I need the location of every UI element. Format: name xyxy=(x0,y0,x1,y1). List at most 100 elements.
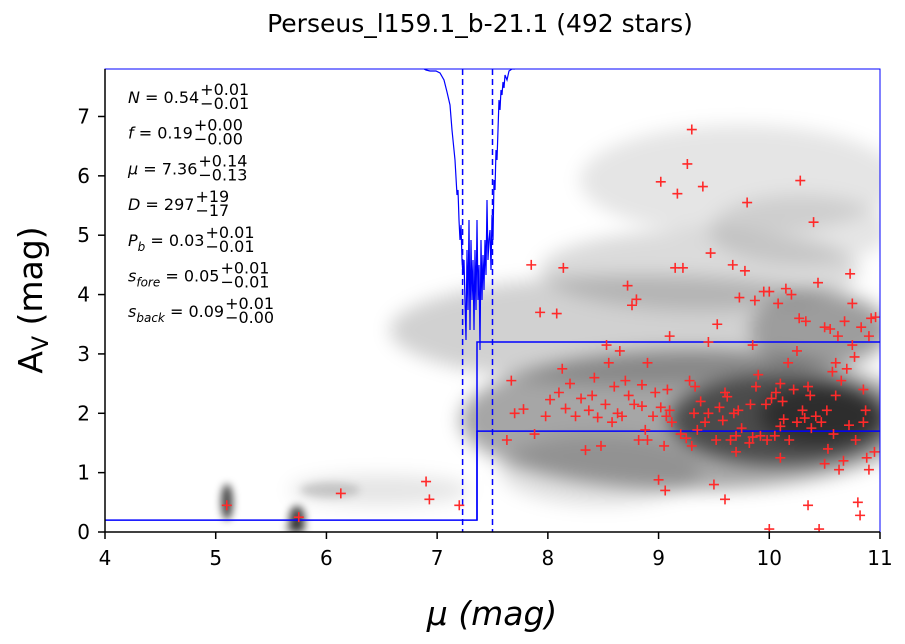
star-marker xyxy=(847,340,858,351)
star-marker xyxy=(755,430,766,441)
y-ticks: 0 1 2 3 4 5 6 7 xyxy=(77,104,105,544)
star-marker xyxy=(795,175,806,186)
star-marker xyxy=(828,429,839,440)
star-marker xyxy=(856,322,867,333)
y-tick-label: 0 xyxy=(77,520,90,544)
star-marker xyxy=(860,405,871,416)
star-marker xyxy=(714,402,725,413)
star-marker xyxy=(855,510,866,521)
star-marker xyxy=(852,497,863,508)
param-lower-err: −0.00 xyxy=(194,130,243,149)
param-upper-err: +0.01 xyxy=(200,80,249,99)
star-marker xyxy=(335,488,346,499)
star-marker xyxy=(866,313,877,324)
star-marker xyxy=(623,390,634,401)
star-marker xyxy=(565,378,575,389)
star-marker xyxy=(592,412,603,423)
star-marker xyxy=(695,396,706,407)
y-tick-label: 7 xyxy=(77,104,90,128)
star-marker xyxy=(664,331,675,342)
star-marker xyxy=(819,322,830,333)
star-marker xyxy=(705,248,716,259)
star-marker xyxy=(661,411,672,422)
star-marker xyxy=(653,474,664,485)
star-marker xyxy=(806,423,817,434)
star-marker xyxy=(775,421,786,432)
star-marker xyxy=(799,413,810,424)
y-tick-label: 3 xyxy=(77,342,90,366)
star-marker xyxy=(703,408,714,419)
star-marker xyxy=(814,524,825,532)
star-marker xyxy=(672,188,683,199)
param-upper-err: +0.01 xyxy=(225,294,274,313)
star-marker xyxy=(760,399,771,410)
star-marker xyxy=(731,446,742,457)
star-marker xyxy=(784,434,795,445)
star-marker xyxy=(764,286,775,297)
star-marker xyxy=(708,479,719,490)
star-marker xyxy=(797,405,808,416)
star-marker xyxy=(717,415,728,426)
star-marker xyxy=(636,401,647,412)
star-marker xyxy=(601,340,612,351)
star-marker xyxy=(587,390,598,401)
star-marker xyxy=(622,280,633,291)
star-marker xyxy=(775,378,786,389)
star-marker xyxy=(749,295,760,306)
star-marker xyxy=(557,363,568,374)
star-marker xyxy=(627,300,637,311)
star-marker xyxy=(783,357,794,368)
star-marker xyxy=(551,308,562,319)
y-tick-label: 5 xyxy=(77,223,90,247)
likelihood-trace xyxy=(423,69,515,351)
star-marker xyxy=(540,411,551,422)
star-marker xyxy=(545,394,556,405)
star-marker xyxy=(832,331,843,342)
star-marker xyxy=(869,446,880,457)
star-marker xyxy=(753,369,764,380)
star-marker xyxy=(775,452,786,463)
star-marker xyxy=(720,494,730,505)
star-marker xyxy=(819,458,830,469)
star-marker xyxy=(666,417,677,428)
star-marker xyxy=(722,391,733,402)
star-marker xyxy=(747,340,758,351)
x-tick-label: 7 xyxy=(431,546,444,570)
star-marker xyxy=(506,375,517,386)
param-annotation: sfore = 0.05 xyxy=(128,267,219,290)
star-marker xyxy=(830,390,841,401)
star-marker xyxy=(642,434,653,445)
star-marker xyxy=(424,494,435,505)
star-marker xyxy=(662,384,673,395)
param-annotation: Pb = 0.03 xyxy=(128,231,204,254)
param-upper-err: +0.00 xyxy=(194,116,243,135)
star-marker xyxy=(778,414,789,425)
density-blobs xyxy=(290,125,880,505)
star-marker xyxy=(580,445,591,456)
y-tick-label: 6 xyxy=(77,164,90,188)
star-marker xyxy=(535,307,546,318)
star-marker xyxy=(849,351,860,362)
star-marker xyxy=(794,313,805,324)
star-marker xyxy=(788,384,799,395)
star-marker xyxy=(766,393,777,404)
star-marker xyxy=(803,381,814,392)
star-marker xyxy=(660,485,671,496)
star-marker xyxy=(659,440,670,451)
x-tick-label: 10 xyxy=(757,546,782,570)
param-upper-err: +0.01 xyxy=(220,259,269,278)
star-marker xyxy=(816,417,827,428)
star-marker xyxy=(600,399,611,410)
param-lower-err: −0.01 xyxy=(220,273,269,292)
chart-title: Perseus_l159.1_b-21.1 (492 stars) xyxy=(267,9,693,38)
y-tick-label: 4 xyxy=(77,283,90,307)
star-marker xyxy=(805,390,816,401)
star-marker xyxy=(791,417,802,428)
star-marker xyxy=(607,417,618,428)
star-marker xyxy=(689,408,699,419)
star-marker xyxy=(751,381,761,392)
y-axis-label: AV (mag) xyxy=(11,226,54,373)
star-marker xyxy=(725,434,736,445)
param-lower-err: −0.01 xyxy=(205,237,254,256)
